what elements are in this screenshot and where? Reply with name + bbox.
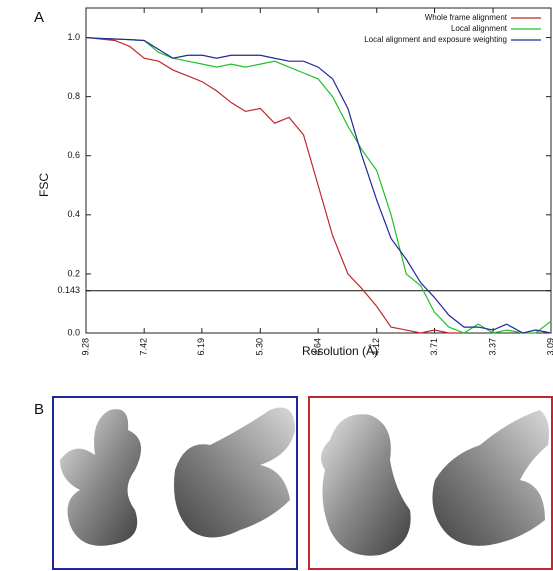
x-tick-label: 3.71 — [429, 338, 439, 356]
x-tick-label: 4.12 — [371, 338, 381, 356]
y-tick-label: 1.0 — [67, 32, 80, 42]
y-tick-label: 0.4 — [67, 209, 80, 219]
y-tick-label: 0.8 — [67, 91, 80, 101]
y-axis-label: FSC — [37, 173, 51, 197]
x-tick-label: 3.37 — [487, 338, 497, 356]
panel-label: A — [34, 9, 44, 26]
x-tick-label: 7.42 — [139, 338, 149, 356]
plot-area: 0.0 0.143 0.2 0.4 0.6 0.8 1.0 9.28 7.42 6.19 5.30 4… — [57, 8, 553, 356]
legend-label: Whole frame alignment — [425, 13, 508, 22]
series-line — [86, 38, 464, 333]
x-tick-label: 4.64 — [312, 338, 322, 356]
y-tick-label: 0.6 — [67, 150, 80, 160]
x-tick-label: 5.30 — [255, 338, 265, 356]
legend-label: Local alignment and exposure weighting — [364, 35, 507, 44]
y-tick-label: 0.0 — [67, 327, 80, 337]
legend-label: Local alignment — [451, 24, 508, 33]
x-tick-label: 9.28 — [80, 338, 90, 356]
plot-frame — [86, 8, 551, 333]
x-tick-label: 3.09 — [545, 338, 553, 356]
figure: A B FSC Resolution (Å) 0.00.1430.20.40.6… — [0, 0, 553, 571]
y-tick-label: 0.2 — [67, 268, 80, 278]
x-tick-label: 6.19 — [196, 338, 206, 356]
y-tick-label: 0.143 — [57, 285, 80, 295]
density-images — [53, 397, 552, 569]
panel-label: B — [34, 401, 44, 418]
